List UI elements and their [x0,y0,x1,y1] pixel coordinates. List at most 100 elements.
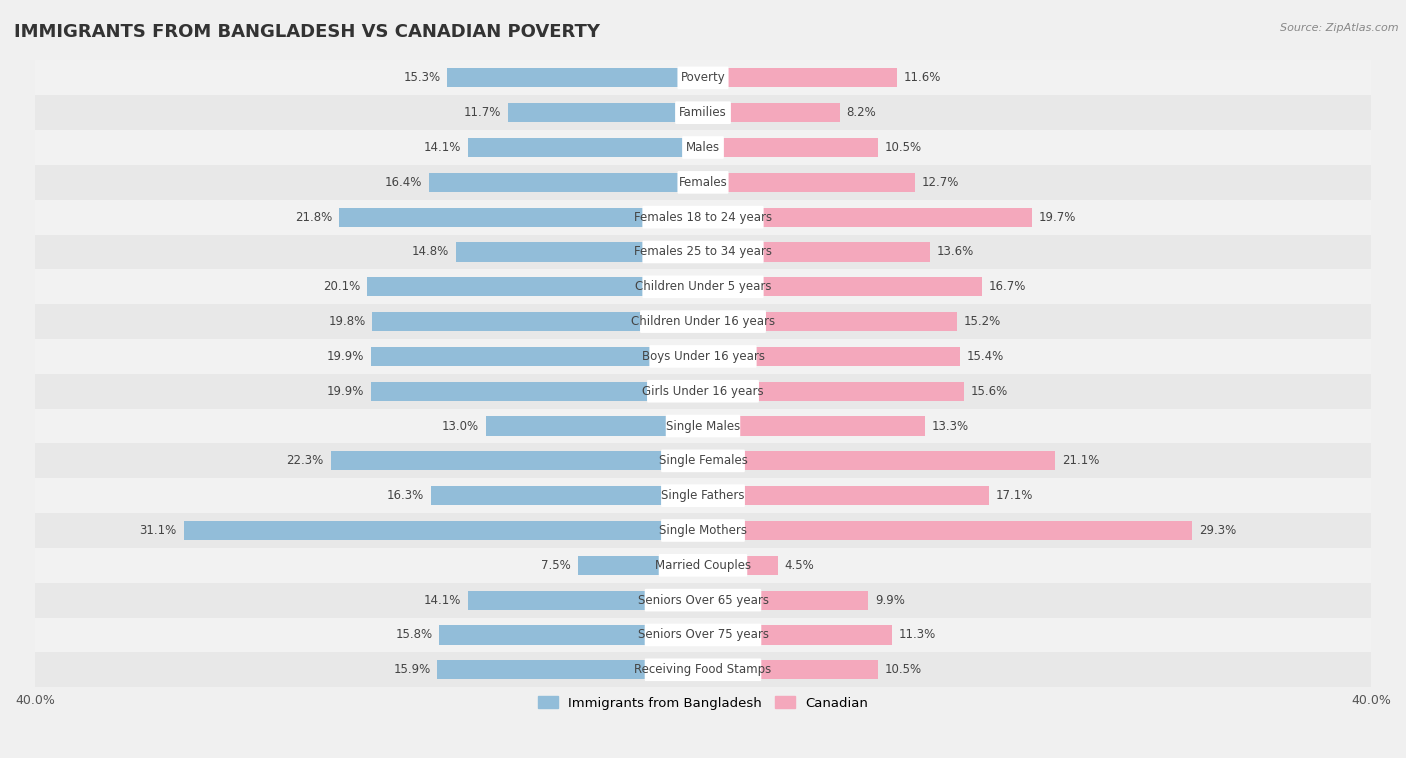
Text: 11.7%: 11.7% [464,106,501,119]
FancyBboxPatch shape [645,659,761,681]
Text: 11.6%: 11.6% [904,71,941,84]
Bar [703,68,897,87]
Text: 13.3%: 13.3% [932,419,969,433]
Text: 16.4%: 16.4% [385,176,422,189]
Bar [35,583,1371,618]
Bar [508,103,703,122]
Bar [35,61,1371,96]
Bar [447,68,703,87]
Bar [35,304,1371,339]
Bar [437,660,703,679]
FancyBboxPatch shape [661,519,745,542]
Text: Single Males: Single Males [666,419,740,433]
Bar [703,243,931,262]
Bar [35,269,1371,304]
Text: 4.5%: 4.5% [785,559,814,572]
Bar [35,339,1371,374]
Bar [703,312,957,331]
Text: 29.3%: 29.3% [1199,524,1236,537]
Bar [430,486,703,506]
Text: 31.1%: 31.1% [139,524,177,537]
Text: Seniors Over 75 years: Seniors Over 75 years [637,628,769,641]
Bar [35,548,1371,583]
FancyBboxPatch shape [661,484,745,507]
Bar [456,243,703,262]
Text: Single Females: Single Females [658,454,748,468]
Bar [35,513,1371,548]
Text: Seniors Over 65 years: Seniors Over 65 years [637,594,769,606]
FancyBboxPatch shape [640,310,766,333]
Text: 13.0%: 13.0% [441,419,479,433]
Bar [373,312,703,331]
FancyBboxPatch shape [645,589,761,612]
Text: Children Under 16 years: Children Under 16 years [631,315,775,328]
Text: 19.9%: 19.9% [326,350,364,363]
Bar [703,625,891,644]
FancyBboxPatch shape [647,380,759,402]
Bar [35,165,1371,200]
Text: Families: Families [679,106,727,119]
Bar [429,173,703,192]
Text: 21.8%: 21.8% [295,211,332,224]
Bar [703,416,925,436]
Text: 14.1%: 14.1% [423,594,461,606]
Text: Females 18 to 24 years: Females 18 to 24 years [634,211,772,224]
Bar [35,234,1371,269]
Text: 17.1%: 17.1% [995,489,1032,503]
Bar [703,451,1056,471]
Bar [184,521,703,540]
Bar [35,478,1371,513]
Bar [578,556,703,575]
Text: 15.6%: 15.6% [970,385,1008,398]
Bar [703,173,915,192]
Bar [35,618,1371,653]
Text: 16.7%: 16.7% [988,280,1026,293]
Text: Single Mothers: Single Mothers [659,524,747,537]
Bar [339,208,703,227]
Text: 15.8%: 15.8% [395,628,433,641]
Text: 19.8%: 19.8% [329,315,366,328]
Bar [371,382,703,401]
Text: 22.3%: 22.3% [287,454,323,468]
Text: 19.7%: 19.7% [1039,211,1076,224]
Bar [703,382,963,401]
Text: 14.8%: 14.8% [412,246,449,258]
Bar [703,590,869,609]
Bar [330,451,703,471]
Bar [703,660,879,679]
Text: 10.5%: 10.5% [884,141,922,154]
Text: 15.2%: 15.2% [963,315,1001,328]
Text: IMMIGRANTS FROM BANGLADESH VS CANADIAN POVERTY: IMMIGRANTS FROM BANGLADESH VS CANADIAN P… [14,23,600,41]
FancyBboxPatch shape [650,345,756,368]
Text: 7.5%: 7.5% [541,559,571,572]
Text: 19.9%: 19.9% [326,385,364,398]
Text: 15.3%: 15.3% [404,71,441,84]
FancyBboxPatch shape [643,240,763,263]
Bar [35,96,1371,130]
FancyBboxPatch shape [659,554,747,577]
Bar [35,374,1371,409]
Text: 13.6%: 13.6% [936,246,974,258]
Text: Married Couples: Married Couples [655,559,751,572]
Bar [703,521,1192,540]
Bar [703,208,1032,227]
FancyBboxPatch shape [678,171,728,193]
FancyBboxPatch shape [661,449,745,472]
Text: Females 25 to 34 years: Females 25 to 34 years [634,246,772,258]
FancyBboxPatch shape [643,206,763,228]
Bar [703,486,988,506]
FancyBboxPatch shape [666,415,740,437]
Bar [703,277,981,296]
Text: 10.5%: 10.5% [884,663,922,676]
Legend: Immigrants from Bangladesh, Canadian: Immigrants from Bangladesh, Canadian [533,691,873,715]
Text: Females: Females [679,176,727,189]
FancyBboxPatch shape [645,624,761,647]
Bar [35,130,1371,165]
Text: Single Fathers: Single Fathers [661,489,745,503]
FancyBboxPatch shape [643,275,763,298]
Text: Males: Males [686,141,720,154]
FancyBboxPatch shape [675,102,731,124]
Text: 12.7%: 12.7% [922,176,959,189]
Text: Source: ZipAtlas.com: Source: ZipAtlas.com [1281,23,1399,33]
Bar [35,200,1371,234]
